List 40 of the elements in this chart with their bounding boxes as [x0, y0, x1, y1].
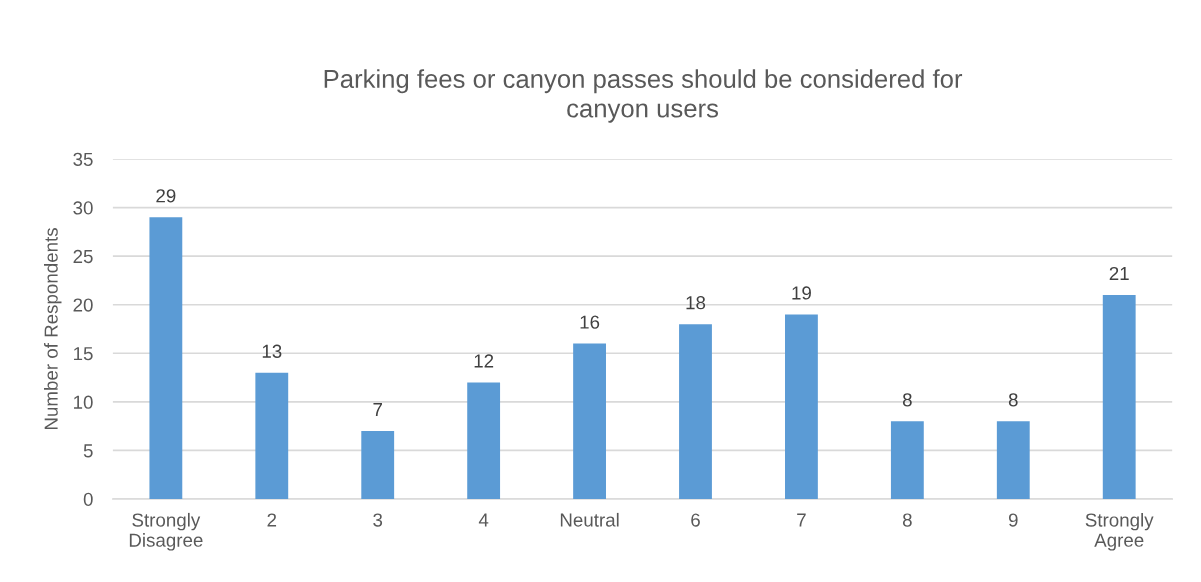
bar [573, 343, 606, 500]
bar [149, 217, 183, 500]
x-tick-label: 2 [267, 513, 277, 527]
x-tick-label: 3 [373, 513, 383, 527]
x-tick-label: Strongly Agree [1085, 512, 1154, 551]
data-label: 21 [1109, 266, 1129, 280]
x-tick-label: 9 [1008, 513, 1018, 527]
bar [361, 431, 395, 500]
data-label: 19 [792, 286, 811, 300]
y-axis-title: Number of Respondents [44, 228, 62, 430]
x-tick-label: 8 [902, 513, 912, 527]
data-label: 12 [474, 354, 494, 368]
y-tick-label: 30 [73, 201, 93, 215]
data-label: 16 [580, 315, 600, 329]
bar [1102, 295, 1136, 500]
bar [679, 324, 712, 500]
bar [890, 421, 924, 500]
data-label: 29 [156, 189, 176, 203]
bar [996, 421, 1030, 500]
data-label: 8 [902, 393, 912, 407]
data-label: 8 [1008, 393, 1018, 407]
y-tick-label: 20 [73, 298, 93, 312]
x-tick-label: 6 [691, 513, 700, 527]
chart-title: Parking fees or canyon passes should be considered for canyon users [324, 69, 963, 123]
y-tick-label: 10 [74, 395, 93, 409]
bar [255, 372, 289, 500]
data-label: 18 [686, 296, 706, 310]
y-tick-label: 15 [74, 347, 93, 361]
y-tick-label: 0 [83, 492, 93, 506]
data-label: 7 [373, 403, 382, 416]
y-tick-label: 5 [83, 444, 93, 458]
y-tick-label: 35 [73, 152, 93, 166]
bar [785, 314, 818, 500]
x-tick-label: 4 [478, 513, 489, 527]
x-tick-label: Neutral [560, 512, 619, 527]
x-tick-label: Strongly Disagree [129, 512, 203, 551]
x-tick-label: 7 [797, 513, 806, 527]
data-label: 13 [262, 344, 282, 358]
y-tick-label: 25 [73, 249, 93, 264]
bar [467, 382, 501, 500]
